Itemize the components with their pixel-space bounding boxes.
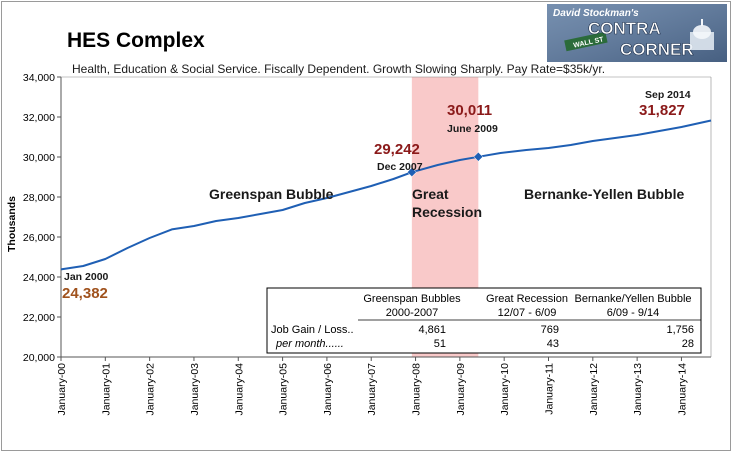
x-tick-label: January-03 — [189, 363, 201, 416]
y-tick-label: 32,000 — [23, 112, 55, 124]
anno-jan2000-date: Jan 2000 — [64, 271, 109, 283]
table-header-recession: Great Recession — [486, 293, 568, 305]
anno-jun2009-value: 30,011 — [447, 102, 492, 119]
x-tick-label: January-13 — [632, 363, 644, 416]
y-axis-label: Thousands — [6, 196, 18, 252]
logo-word-corner: CORNER — [620, 40, 694, 59]
x-tick-label: January-11 — [544, 363, 556, 415]
y-tick-label: 20,000 — [23, 352, 55, 364]
x-tick-label: January-07 — [366, 363, 378, 416]
data-point-marker — [473, 151, 484, 162]
x-tick-label: January-09 — [455, 363, 467, 416]
table-row-label-permonth: per month...... — [275, 338, 344, 350]
table-cell-bernanke-jobgain: 1,756 — [666, 324, 694, 336]
table-cell-recession-jobgain: 769 — [541, 324, 559, 336]
chart-title: HES Complex — [67, 29, 205, 52]
contra-corner-logo: WALL ST David Stockman's CONTRA CORNER — [547, 4, 727, 62]
anno-sep2014-value: 31,827 — [639, 102, 685, 119]
x-tick-label: January-02 — [145, 363, 157, 416]
anno-jun2009-date: June 2009 — [447, 123, 498, 135]
job-gain-table: Greenspan Bubbles 2000-2007 Great Recess… — [266, 287, 702, 354]
x-tick-label: January-08 — [411, 363, 423, 416]
y-tick-label: 22,000 — [23, 312, 55, 324]
anno-bernanke-bubble: Bernanke-Yellen Bubble — [524, 186, 684, 202]
y-tick-label: 28,000 — [23, 192, 55, 204]
x-tick-label: January-14 — [676, 363, 688, 416]
y-tick-label: 30,000 — [23, 152, 55, 164]
y-tick-label: 26,000 — [23, 232, 55, 244]
table-cell-greenspan-jobgain: 4,861 — [418, 324, 446, 336]
x-tick-label: January-01 — [100, 363, 112, 416]
logo-word-contra: CONTRA — [588, 19, 661, 38]
y-tick-label: 24,000 — [23, 272, 55, 284]
chart: 20,000 22,000 24,000 26,000 28,000 30,000 32,0… — [6, 4, 727, 416]
table-subheader-greenspan: 2000-2007 — [386, 307, 439, 319]
anno-dec2007-value: 29,242 — [374, 141, 420, 158]
table-subheader-recession: 12/07 - 6/09 — [498, 307, 557, 319]
series-line-hes — [60, 119, 712, 271]
anno-recession: Recession — [412, 204, 482, 220]
x-tick-label: January-00 — [56, 363, 68, 416]
x-tick-label: January-12 — [588, 363, 600, 416]
anno-jan2000-value: 24,382 — [62, 285, 108, 302]
anno-sep2014-date: Sep 2014 — [645, 89, 691, 101]
chart-subtitle: Health, Education & Social Service. Fisc… — [72, 62, 605, 76]
x-tick-label: January-10 — [499, 363, 511, 416]
table-cell-recession-permonth: 43 — [547, 338, 559, 350]
logo-top-text: David Stockman's — [553, 8, 639, 19]
anno-dec2007-date: Dec 2007 — [377, 161, 423, 173]
table-header-bernanke: Bernanke/Yellen Bubble — [574, 293, 691, 305]
anno-greenspan-bubble: Greenspan Bubble — [209, 186, 334, 202]
y-tick-label: 34,000 — [23, 72, 55, 84]
x-tick-label: January-05 — [278, 363, 290, 416]
data-point-marker — [406, 167, 417, 178]
table-row-label-jobgain: Job Gain / Loss.. — [271, 324, 354, 336]
anno-great: Great — [412, 186, 449, 202]
table-cell-bernanke-permonth: 28 — [682, 338, 694, 350]
x-tick-label: January-04 — [233, 363, 245, 416]
table-header-greenspan: Greenspan Bubbles — [363, 293, 461, 305]
capitol-dome-icon — [690, 19, 714, 50]
table-cell-greenspan-permonth: 51 — [434, 338, 446, 350]
table-subheader-bernanke: 6/09 - 9/14 — [607, 307, 660, 319]
x-tick-label: January-06 — [322, 363, 334, 416]
